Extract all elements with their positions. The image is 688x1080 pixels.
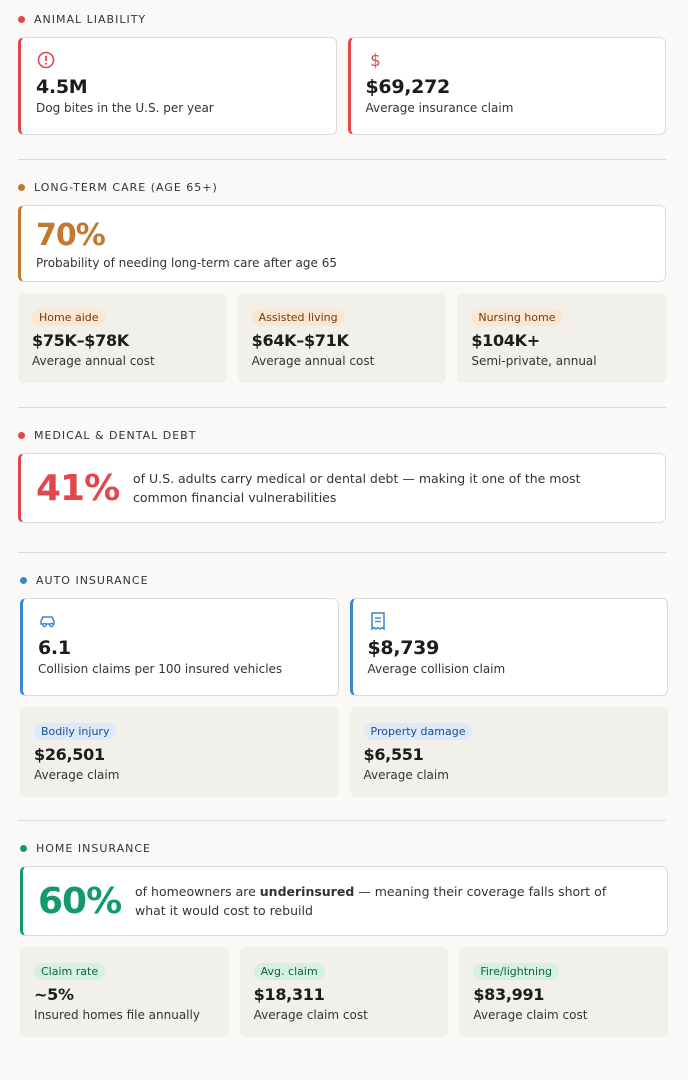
- svg-text:$: $: [370, 51, 381, 70]
- highlight-value: 60%: [38, 880, 122, 922]
- tile: Bodily injury $26,501 Average claim: [20, 707, 339, 797]
- stat-value: 4.5M: [36, 76, 88, 98]
- tile: Nursing home $104K+ Semi-private, annual: [457, 293, 667, 383]
- tile-value: ~5%: [34, 985, 74, 1004]
- highlight-card: 41% of U.S. adults carry medical or denta…: [18, 453, 666, 523]
- tile-value: $6,551: [363, 745, 424, 764]
- stat-value: $8,739: [367, 637, 440, 659]
- tag: Bodily injury: [34, 723, 117, 740]
- highlight-card: 70% Probability of needing long-term care…: [18, 205, 666, 282]
- emphasis: underinsured: [259, 884, 355, 899]
- tile-value: $26,501: [34, 745, 105, 764]
- tile-label: Average claim: [34, 768, 120, 782]
- stat-card: 4.5M Dog bites in the U.S. per year: [18, 37, 337, 135]
- divider: [18, 820, 666, 821]
- highlight-card: 60% of homeowners are underinsured — mean…: [20, 866, 668, 936]
- section: ANIMAL LIABILITY 4.5M Dog bites in the U.…: [18, 10, 666, 135]
- tag: Claim rate: [34, 963, 106, 980]
- section-header: ANIMAL LIABILITY: [18, 10, 666, 28]
- tile-value: $18,311: [253, 985, 325, 1004]
- highlight-label: of U.S. adults carry medical or dental d…: [133, 471, 581, 505]
- highlight-label: Probability of needing long-term care af…: [36, 256, 337, 270]
- tile-label: Average annual cost: [251, 354, 375, 368]
- tile-label: Insured homes file annually: [34, 1008, 200, 1022]
- tile-value: $104K+: [471, 331, 540, 350]
- tile: Property damage $6,551 Average claim: [349, 707, 668, 797]
- stat-label: Collision claims per 100 insured vehicle…: [38, 662, 283, 676]
- text: of homeowners are: [135, 884, 260, 899]
- section-title: MEDICAL & DENTAL DEBT: [34, 428, 197, 442]
- stat-label: Average insurance claim: [365, 101, 514, 115]
- highlight-label: of homeowners are underinsured — meaning…: [135, 882, 635, 920]
- stat-label: Dog bites in the U.S. per year: [36, 101, 214, 115]
- divider: [18, 552, 666, 553]
- stat-card: $8,739 Average collision claim: [349, 598, 668, 696]
- tag: Fire/lightning: [473, 963, 560, 980]
- tile: Assisted living $64K–$71K Average annual c…: [237, 293, 447, 383]
- stat-value: 6.1: [38, 637, 71, 659]
- tag: Assisted living: [251, 309, 345, 326]
- tag: Avg. claim: [253, 963, 325, 980]
- highlight-value: 41%: [36, 467, 120, 509]
- stat-label: Average collision claim: [367, 662, 506, 676]
- stat-value: $69,272: [365, 76, 451, 98]
- tag: Property damage: [363, 723, 473, 740]
- tile-label: Average claim cost: [253, 1008, 368, 1022]
- section-title: LONG-TERM CARE (AGE 65+): [34, 180, 218, 194]
- section: AUTO INSURANCE 6.1 Collision claims per 1…: [20, 571, 668, 797]
- tile-value: $83,991: [473, 985, 545, 1004]
- section: HOME INSURANCE 60% of homeowners are unde…: [20, 839, 669, 1037]
- tile: Fire/lightning $83,991 Average claim cost: [459, 947, 669, 1037]
- tile-label: Semi-private, annual: [471, 354, 597, 368]
- divider: [18, 159, 666, 160]
- tile: Claim rate ~5% Insured homes file annually: [20, 947, 229, 1037]
- section-title: AUTO INSURANCE: [36, 573, 149, 587]
- tile-value: $75K–$78K: [32, 331, 129, 350]
- divider: [18, 407, 666, 408]
- highlight-value: 70%: [36, 218, 106, 253]
- tile-value: $64K–$71K: [251, 331, 349, 350]
- stat-card: $ $69,272 Average insurance claim: [347, 37, 666, 135]
- tile-label: Average claim: [363, 768, 449, 782]
- text: — meaning their coverage falls short of …: [135, 884, 607, 918]
- section: LONG-TERM CARE (AGE 65+) 70% Probability …: [18, 178, 667, 383]
- section-title: ANIMAL LIABILITY: [34, 12, 147, 26]
- tile: Avg. claim $18,311 Average claim cost: [239, 947, 449, 1037]
- stat-card: 6.1 Collision claims per 100 insured vehi…: [20, 598, 339, 696]
- tile-label: Average claim cost: [473, 1008, 588, 1022]
- section: MEDICAL & DENTAL DEBT 41% of U.S. adults …: [18, 426, 666, 523]
- tile-label: Average annual cost: [32, 354, 155, 368]
- tag: Nursing home: [471, 309, 563, 326]
- tile: Home aide $75K–$78K Average annual cost: [18, 293, 227, 383]
- section-title: HOME INSURANCE: [36, 841, 151, 855]
- tag: Home aide: [32, 309, 106, 326]
